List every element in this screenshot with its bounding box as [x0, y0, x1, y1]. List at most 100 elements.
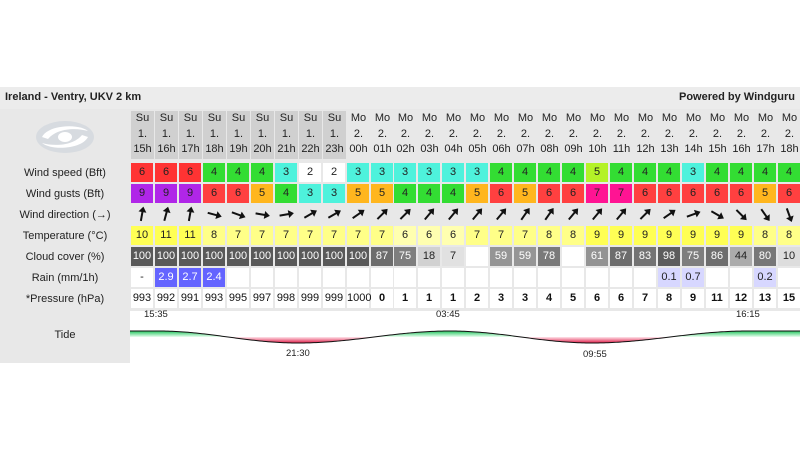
- wind-direction-arrow-icon: [634, 205, 656, 224]
- pressure-cell: 993: [203, 289, 225, 308]
- header-day: Mo: [661, 112, 678, 124]
- wind-gusts-cell: 6: [490, 184, 512, 203]
- wind-speed-cell: 4: [538, 163, 560, 182]
- header-day: Mo: [637, 112, 654, 124]
- pressure-cell: 1: [418, 289, 440, 308]
- temperature-cell: 9: [658, 226, 680, 245]
- wind-direction-arrow-icon: [299, 205, 321, 224]
- rain-cell: [730, 268, 752, 287]
- temperature-cell: 6: [418, 226, 440, 245]
- windguru-logo-icon[interactable]: [34, 119, 96, 155]
- row-label-tide: Tide: [54, 329, 76, 341]
- header-date: 1.: [329, 127, 340, 140]
- header-hour: 16h: [157, 143, 176, 155]
- header-day: Mo: [733, 112, 750, 124]
- wind-speed-cell: 3: [418, 163, 440, 182]
- time-column-header: Mo 2. 04h: [442, 111, 465, 159]
- header-date: 1.: [161, 127, 172, 140]
- header-date: 2.: [712, 127, 723, 140]
- header-date: 1.: [209, 127, 220, 140]
- time-column-header: Mo 2. 18h: [778, 111, 800, 159]
- wind-gusts-cell: 9: [179, 184, 201, 203]
- powered-by-link[interactable]: Powered by Windguru: [678, 91, 795, 103]
- wind-speed-cell: 4: [562, 163, 584, 182]
- header-date: 2.: [616, 127, 627, 140]
- pressure-cell: 1: [394, 289, 416, 308]
- temperature-cell: 7: [251, 226, 273, 245]
- cloud-cover-cell: 44: [730, 247, 752, 266]
- header-date: 2.: [640, 127, 651, 140]
- cloud-cover-cell: 100: [275, 247, 297, 266]
- time-column-header: Mo 2. 16h: [730, 111, 753, 159]
- wind-direction-arrow-icon: [203, 205, 225, 224]
- cloud-cover-cell: 100: [203, 247, 225, 266]
- wind-direction-arrow-icon: [682, 205, 704, 224]
- rain-cell: [490, 268, 512, 287]
- header-date: 1.: [137, 127, 148, 140]
- header-hour: 21h: [277, 143, 296, 155]
- header-date: 1.: [233, 127, 244, 140]
- wind-gusts-cell: 5: [371, 184, 393, 203]
- cloud-cover-cell: 98: [658, 247, 680, 266]
- header-hour: 10h: [588, 143, 607, 155]
- temperature-cell: 8: [538, 226, 560, 245]
- pressure-cell: 999: [323, 289, 345, 308]
- wind-speed-cell: 4: [778, 163, 800, 182]
- rain-cell: [251, 268, 273, 287]
- rain-cell: 0.2: [754, 268, 776, 287]
- pressure-cell: 2: [466, 289, 488, 308]
- temperature-cell: 8: [562, 226, 584, 245]
- header-hour: 15h: [708, 143, 727, 155]
- wind-direction-arrow-icon: [706, 205, 728, 224]
- rain-cell: [538, 268, 560, 287]
- wind-speed-cell: 3: [442, 163, 464, 182]
- wind-direction-arrow-icon: [323, 205, 345, 224]
- rain-cell: [634, 268, 656, 287]
- header-hour: 12h: [636, 143, 655, 155]
- tide-high-time: 03:45: [436, 309, 460, 320]
- cloud-cover-cell: 18: [418, 247, 440, 266]
- header-date: 2.: [760, 127, 771, 140]
- wind-speed-cell: 4: [658, 163, 680, 182]
- wind-speed-cell: 4: [514, 163, 536, 182]
- wind-speed-cell: 4: [610, 163, 632, 182]
- row-label-rain: Rain (mm/1h): [31, 272, 99, 284]
- temperature-cell: 9: [586, 226, 608, 245]
- wind-direction-arrow-icon: [418, 205, 440, 224]
- header-day: Mo: [517, 112, 534, 124]
- time-column-header: Mo 2. 00h: [347, 111, 370, 159]
- wind-speed-cell: 3: [394, 163, 416, 182]
- wind-gusts-cell: 4: [442, 184, 464, 203]
- wind-gusts-cell: 6: [634, 184, 656, 203]
- pressure-cell: 3: [490, 289, 512, 308]
- header-day: Mo: [565, 112, 582, 124]
- wind-speed-cell: 4: [706, 163, 728, 182]
- header-hour: 18h: [780, 143, 799, 155]
- wind-gusts-cell: 6: [730, 184, 752, 203]
- pressure-cell: 992: [155, 289, 177, 308]
- rain-cell: [394, 268, 416, 287]
- wind-direction-arrow-icon: [251, 205, 273, 224]
- temperature-cell: 7: [347, 226, 369, 245]
- temperature-cell: 7: [323, 226, 345, 245]
- pressure-cell: 6: [610, 289, 632, 308]
- header-date: 2.: [568, 127, 579, 140]
- wind-speed-cell: 6: [131, 163, 153, 182]
- location-title[interactable]: Ireland - Ventry, UKV 2 km: [5, 91, 142, 103]
- wind-direction-arrow-icon: [466, 205, 488, 224]
- header-date: 2.: [377, 127, 388, 140]
- wind-direction-arrow-icon: [179, 205, 201, 224]
- wind-gusts-cell: 9: [155, 184, 177, 203]
- header-date: 2.: [400, 127, 411, 140]
- wind-gusts-cell: 6: [203, 184, 225, 203]
- rain-cell: 2.9: [155, 268, 177, 287]
- temperature-cell: 9: [634, 226, 656, 245]
- pressure-cell: 6: [586, 289, 608, 308]
- time-column-header: Su 1. 15h: [131, 111, 154, 159]
- temperature-cell: 7: [490, 226, 512, 245]
- wind-direction-arrow-icon: [754, 205, 776, 224]
- pressure-cell: 3: [514, 289, 536, 308]
- header-day: Mo: [493, 112, 510, 124]
- pressure-cell: 991: [179, 289, 201, 308]
- wind-gusts-cell: 7: [586, 184, 608, 203]
